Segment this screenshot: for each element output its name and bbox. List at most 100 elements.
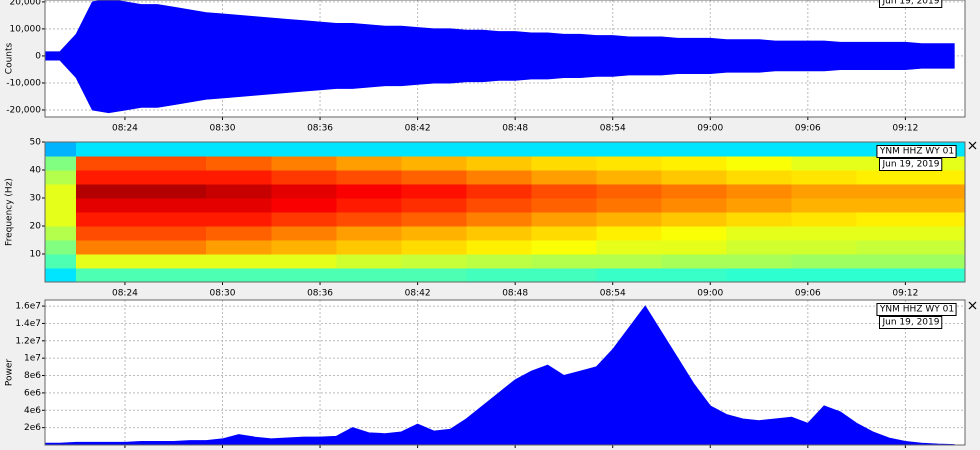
x-tick-label: 08:54 — [600, 124, 626, 134]
y-tick-label: -10,000 — [6, 78, 41, 88]
x-tick-label: 08:24 — [112, 289, 138, 299]
spectrogram-cell — [661, 198, 728, 213]
spectrogram-cell — [336, 212, 402, 227]
y-tick-label: 0 — [35, 51, 41, 61]
spectrogram-cell — [336, 184, 402, 199]
label-text: Jun 19, 2019 — [881, 160, 939, 170]
spectrogram-cell — [141, 142, 207, 157]
spectrogram-cell — [856, 170, 923, 185]
spectrogram-cell — [466, 170, 532, 185]
spectrogram-cell — [466, 240, 532, 255]
spectrogram-cell — [531, 226, 597, 241]
marks — [45, 0, 965, 117]
y-axis-label: Counts — [5, 42, 15, 74]
label-box — [876, 303, 957, 316]
spectrogram-cell — [336, 226, 402, 241]
spectrogram-cell — [921, 226, 965, 241]
spectrogram-cell — [336, 198, 402, 213]
label-box — [878, 158, 943, 171]
spectrogram-cell — [596, 212, 662, 227]
spectrogram-cell — [206, 212, 272, 227]
spectrogram-cell — [271, 212, 337, 227]
spectrogram-cell — [596, 142, 662, 157]
spectrogram-cell — [596, 170, 662, 185]
spectrogram-cell — [206, 184, 272, 199]
power-area — [45, 305, 955, 445]
spectrogram-cell — [76, 268, 142, 282]
x-tick-label: 08:30 — [210, 124, 236, 134]
spectrogram-cell — [401, 184, 467, 199]
spectrogram-cell — [531, 240, 597, 255]
spectrogram-cell — [45, 142, 77, 157]
spectrogram-cell — [76, 254, 142, 269]
spectrogram-cell — [856, 198, 923, 213]
spectrogram-cell — [206, 268, 272, 282]
y-tick-label: 6e6 — [24, 388, 41, 398]
spectrogram-cell — [791, 240, 858, 255]
spectrogram-cell — [921, 268, 965, 282]
spectrogram-cell — [466, 268, 532, 282]
spectrogram-cell — [76, 184, 142, 199]
spectrogram-cell — [206, 240, 272, 255]
spectrogram-cell — [401, 254, 467, 269]
spectrogram-cell — [531, 254, 597, 269]
spectrogram-cell — [791, 268, 858, 282]
spectrogram-cell — [791, 212, 858, 227]
spectrogram-cell — [856, 240, 923, 255]
y-tick-label: 10 — [30, 250, 42, 260]
spectrogram-cell — [76, 226, 142, 241]
spectrogram-cell — [76, 142, 142, 157]
spectrogram-cell — [206, 142, 272, 157]
spectrogram-cell — [661, 142, 728, 157]
spectrogram-cell — [336, 156, 402, 171]
spectrogram-cell — [726, 142, 793, 157]
y-tick-label: 30 — [30, 194, 42, 204]
spectrogram-cell — [791, 184, 858, 199]
spectrogram-cell — [271, 268, 337, 282]
spectrogram-cell — [531, 198, 597, 213]
x-tick-label: 09:12 — [892, 124, 918, 134]
y-tick-label: 1.6e7 — [15, 302, 41, 312]
spectrogram-cell — [921, 254, 965, 269]
spectrogram-cell — [726, 170, 793, 185]
spectrogram-cell — [726, 198, 793, 213]
spectrogram-cell — [466, 156, 532, 171]
x-tick-label: 08:24 — [112, 124, 138, 134]
x-tick-label: 09:06 — [795, 124, 821, 134]
spectrogram-cell — [401, 226, 467, 241]
y-axis-label: Frequency (Hz) — [5, 178, 15, 246]
spectrogram-cell — [791, 254, 858, 269]
spectrogram-cell — [466, 212, 532, 227]
x-tick-label: 09:00 — [697, 124, 723, 134]
spectrogram-cell — [336, 142, 402, 157]
spectrogram-cell — [336, 254, 402, 269]
spectrogram-cell — [271, 170, 337, 185]
spectrogram-cell — [531, 156, 597, 171]
spectrogram-cell — [726, 212, 793, 227]
y-tick-label: 1e7 — [24, 354, 41, 364]
spectrogram-cell — [466, 226, 532, 241]
y-tick-label: 1.2e7 — [15, 336, 41, 346]
spectrogram-cell — [76, 198, 142, 213]
spectrogram-cell — [45, 198, 77, 213]
panel: 20,000 10,000 0 -10,000 -20,000 08:24 08:30 08:… — [5, 0, 966, 134]
panel: 10 20 30 40 50 08:24 08:30 08:36 08:42 08:48 08:54… — [5, 138, 966, 299]
y-tick-label: 2e6 — [24, 423, 41, 433]
spectrogram-cell — [661, 184, 728, 199]
spectrogram-cell — [401, 268, 467, 282]
spectrogram-cell — [466, 142, 532, 157]
spectrogram-cell — [401, 212, 467, 227]
close-button[interactable] — [968, 301, 977, 310]
close-button[interactable] — [968, 141, 977, 150]
spectrogram-cell — [271, 142, 337, 157]
station-label: Jun 19, 2019 — [878, 0, 943, 8]
spectrogram-cell — [531, 212, 597, 227]
y-tick-label: 4e6 — [24, 406, 41, 416]
spectrogram-cell — [596, 226, 662, 241]
spectrogram-cell — [45, 268, 77, 282]
spectrogram-cell — [76, 212, 142, 227]
spectrogram-cell — [141, 240, 207, 255]
y-tick-label: 10,000 — [10, 24, 42, 34]
spectrogram-cell — [661, 170, 728, 185]
